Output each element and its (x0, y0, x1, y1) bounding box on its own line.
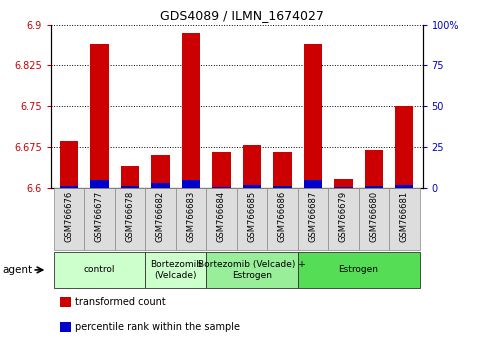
Bar (182, 33, 200, 188)
Text: GSM766677: GSM766677 (95, 191, 104, 242)
FancyBboxPatch shape (206, 188, 237, 250)
Bar (395, 106, 413, 188)
FancyBboxPatch shape (298, 188, 328, 250)
Bar (365, 186, 383, 188)
Text: GSM766683: GSM766683 (186, 191, 196, 242)
Text: GSM766685: GSM766685 (247, 191, 256, 242)
Bar (243, 185, 261, 188)
Bar (213, 187, 230, 188)
Text: GSM766678: GSM766678 (126, 191, 134, 242)
Bar (304, 44, 322, 188)
Bar (151, 183, 170, 188)
Bar (304, 180, 322, 188)
Text: GSM766684: GSM766684 (217, 191, 226, 242)
FancyBboxPatch shape (54, 252, 145, 288)
FancyBboxPatch shape (145, 252, 206, 288)
Text: GSM766686: GSM766686 (278, 191, 287, 242)
Bar (243, 145, 261, 188)
Text: GSM766680: GSM766680 (369, 191, 378, 242)
Bar (273, 186, 292, 188)
FancyBboxPatch shape (176, 188, 206, 250)
Bar (90, 44, 109, 188)
Bar (334, 187, 353, 188)
FancyBboxPatch shape (267, 188, 298, 250)
Bar (90, 180, 109, 188)
FancyBboxPatch shape (145, 188, 176, 250)
Bar (151, 155, 170, 188)
Text: agent: agent (2, 265, 32, 275)
Text: GDS4089 / ILMN_1674027: GDS4089 / ILMN_1674027 (159, 9, 324, 22)
Text: percentile rank within the sample: percentile rank within the sample (75, 322, 240, 332)
Bar (121, 185, 139, 188)
FancyBboxPatch shape (389, 188, 420, 250)
Bar (60, 186, 78, 188)
Bar (182, 180, 200, 188)
Text: GSM766676: GSM766676 (65, 191, 73, 242)
Bar (60, 142, 78, 188)
FancyBboxPatch shape (237, 188, 267, 250)
Text: GSM766679: GSM766679 (339, 191, 348, 242)
Bar (334, 179, 353, 188)
Bar (213, 152, 230, 188)
Text: Bortezomib (Velcade) +
Estrogen: Bortezomib (Velcade) + Estrogen (198, 260, 306, 280)
Text: GSM766681: GSM766681 (400, 191, 409, 242)
Bar (121, 166, 139, 188)
FancyBboxPatch shape (206, 252, 298, 288)
FancyBboxPatch shape (298, 252, 420, 288)
Text: control: control (84, 266, 115, 274)
Bar (395, 185, 413, 188)
FancyBboxPatch shape (328, 188, 358, 250)
Text: transformed count: transformed count (75, 297, 166, 307)
FancyBboxPatch shape (84, 188, 115, 250)
FancyBboxPatch shape (115, 188, 145, 250)
Text: Bortezomib
(Velcade): Bortezomib (Velcade) (150, 260, 202, 280)
Text: Estrogen: Estrogen (339, 266, 379, 274)
Bar (365, 150, 383, 188)
Text: GSM766682: GSM766682 (156, 191, 165, 242)
FancyBboxPatch shape (54, 188, 84, 250)
FancyBboxPatch shape (358, 188, 389, 250)
Text: GSM766687: GSM766687 (308, 191, 317, 242)
Bar (273, 152, 292, 188)
